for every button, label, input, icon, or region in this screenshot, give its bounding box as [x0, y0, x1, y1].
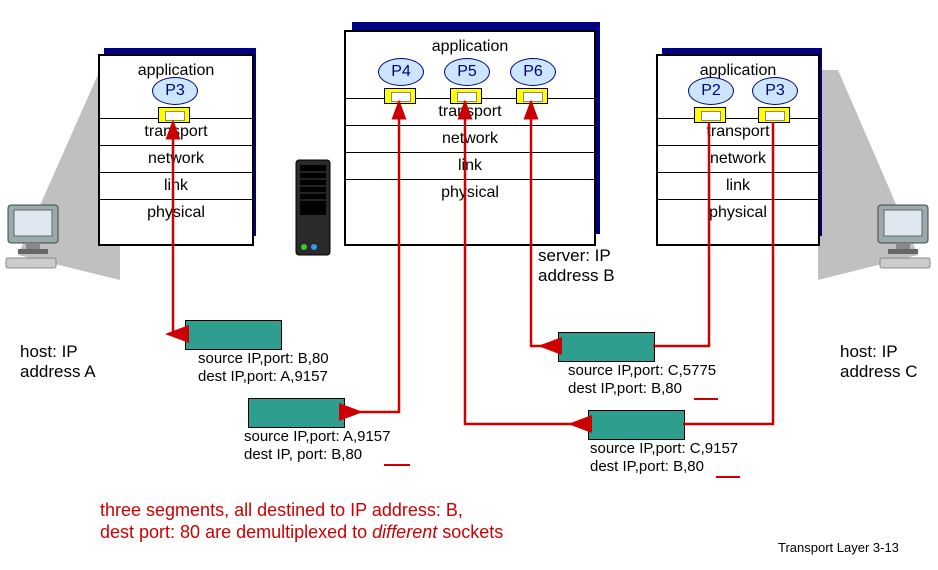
packet-1-label: source IP,port: B,80dest IP,port: A,9157	[198, 350, 329, 386]
socket-c1	[694, 107, 726, 123]
layer-label: application	[432, 38, 509, 55]
footer-text: Transport Layer 3-13	[778, 540, 899, 555]
packet-4-label: source IP,port: C,9157dest IP,port: B,80	[590, 440, 738, 476]
process-p4: P4	[378, 58, 424, 86]
layer-label: physical	[441, 184, 499, 201]
layer-label: transport	[438, 103, 501, 120]
process-p2: P2	[688, 77, 734, 105]
layer-label: physical	[709, 204, 767, 221]
process-p3a: P3	[152, 77, 198, 105]
socket-b2	[450, 88, 482, 104]
process-p6: P6	[510, 58, 556, 86]
socket-c2	[758, 107, 790, 123]
layer-label: transport	[706, 123, 769, 140]
underline	[716, 476, 740, 478]
host-c-label: host: IP address C	[840, 342, 917, 383]
caption-line1: three segments, all destined to IP addre…	[100, 500, 463, 521]
layer-label: network	[710, 150, 766, 167]
stack-c: application transport network link physi…	[656, 54, 820, 246]
layer-label: link	[458, 157, 482, 174]
process-p5: P5	[444, 58, 490, 86]
layer-label: link	[726, 177, 750, 194]
packet-3	[558, 332, 655, 362]
layer-label: physical	[147, 204, 205, 221]
process-p3c: P3	[752, 77, 798, 105]
caption-line2: dest port: 80 are demultiplexed to diffe…	[100, 522, 503, 543]
layer-label: transport	[144, 123, 207, 140]
packet-4	[588, 410, 685, 440]
underline	[694, 398, 718, 400]
layer-label: link	[164, 177, 188, 194]
socket-b3	[516, 88, 548, 104]
socket-a	[158, 107, 190, 123]
packet-2	[248, 398, 345, 428]
socket-b1	[384, 88, 416, 104]
layer-label: network	[442, 130, 498, 147]
packet-3-label: source IP,port: C,5775dest IP,port: B,80	[568, 362, 716, 398]
packet-1	[185, 320, 282, 350]
packet-2-label: source IP,port: A,9157dest IP, port: B,8…	[244, 428, 391, 464]
underline	[384, 464, 410, 466]
host-a-label: host: IP address A	[20, 342, 96, 383]
layer-label: network	[148, 150, 204, 167]
server-b-label: server: IP address B	[538, 246, 615, 287]
